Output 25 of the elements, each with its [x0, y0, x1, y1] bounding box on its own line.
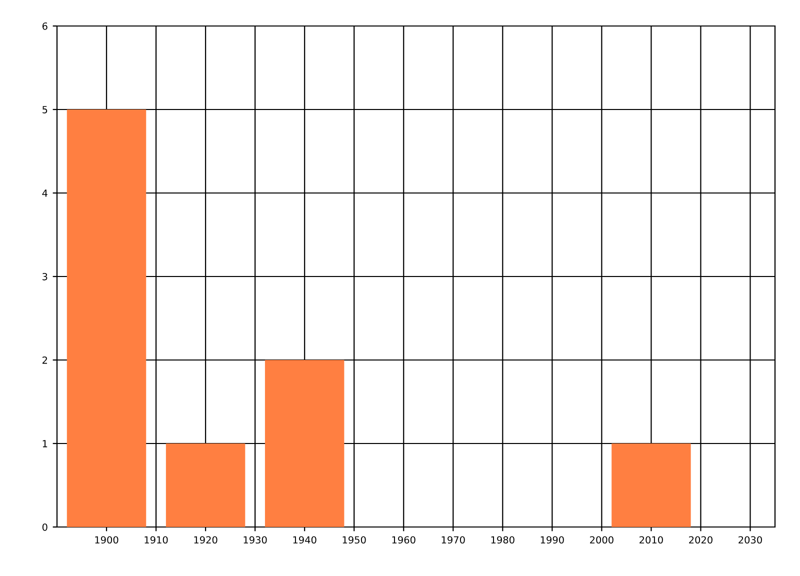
bar — [264, 360, 344, 527]
bar — [166, 444, 246, 527]
bar — [66, 110, 146, 527]
x-tick-label: 1980 — [491, 536, 514, 544]
bar — [612, 444, 691, 527]
y-tick-label: 1 — [42, 440, 48, 448]
y-tick-label: 6 — [42, 22, 48, 30]
y-tick-label: 4 — [42, 190, 48, 197]
x-tick-label: 1910 — [144, 536, 168, 544]
x-tick-label: 1920 — [194, 536, 218, 544]
x-tick-label: 2030 — [738, 536, 762, 544]
x-tick-label: 2010 — [640, 536, 663, 544]
y-tick-label: 2 — [42, 356, 47, 364]
x-tick-label: 2000 — [590, 536, 614, 544]
x-tick-label: 2020 — [689, 536, 712, 544]
x-tick-label: 1940 — [293, 536, 316, 544]
y-tick-label: 5 — [42, 106, 48, 114]
x-tick-label: 1970 — [442, 536, 465, 544]
x-tick-label: 1930 — [244, 536, 267, 544]
y-tick-label: 3 — [42, 272, 48, 280]
x-tick-label: 1900 — [95, 536, 118, 544]
x-tick-label: 1950 — [342, 536, 366, 544]
y-tick-label: 0 — [42, 523, 48, 531]
x-tick-label: 1960 — [392, 536, 416, 544]
x-tick-label: 1990 — [540, 536, 564, 544]
